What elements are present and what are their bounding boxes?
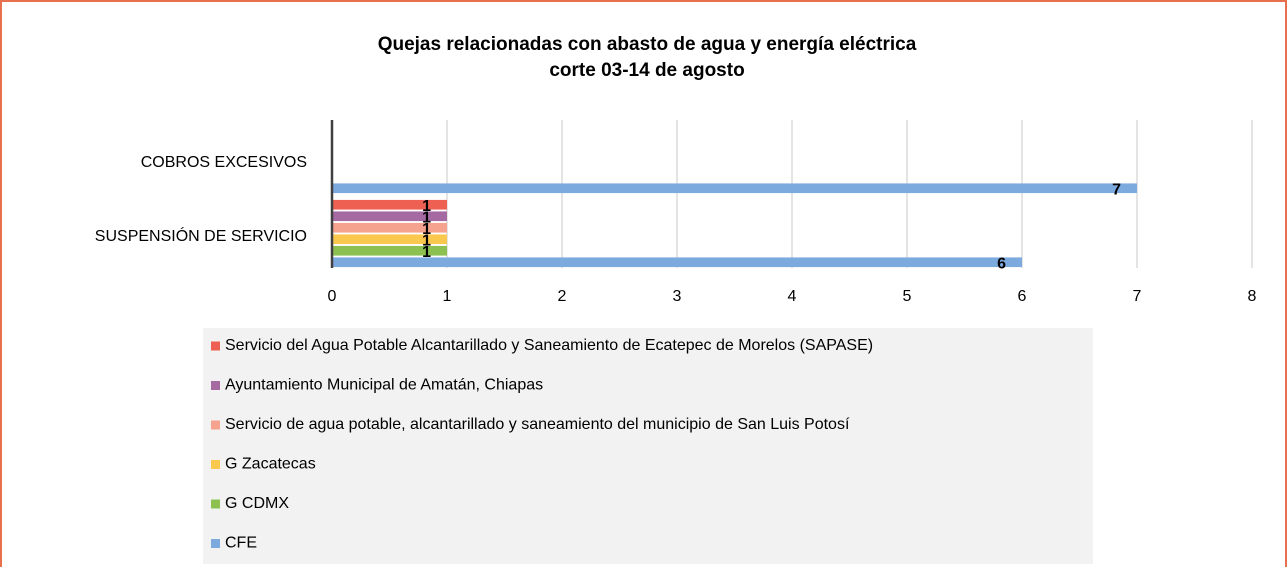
data-label: 1 (422, 221, 431, 238)
data-label: 1 (422, 244, 431, 261)
x-tick-label: 6 (1018, 288, 1027, 305)
data-label: 1 (422, 232, 431, 249)
legend-swatch (211, 539, 220, 548)
legend-swatch (211, 499, 220, 509)
x-tick-label: 3 (673, 288, 682, 305)
x-tick-label: 7 (1133, 288, 1142, 305)
bar (332, 234, 447, 245)
legend-swatch (211, 460, 220, 469)
y-tick-label: SUSPENSIÓN DE SERVICIO (95, 226, 307, 245)
x-tick-label: 4 (788, 288, 797, 305)
legend-label: G Zacatecas (225, 456, 316, 473)
legend-swatch (211, 420, 220, 430)
x-tick-label: 0 (328, 288, 337, 305)
x-tick-label: 2 (558, 288, 567, 305)
bar (332, 211, 447, 222)
legend-box (203, 328, 1093, 564)
legend-swatch (211, 381, 220, 390)
x-tick-label: 8 (1248, 288, 1257, 305)
x-tick-label: 5 (903, 288, 912, 305)
data-label: 1 (422, 198, 431, 215)
bar (332, 183, 1137, 194)
data-label: 6 (997, 255, 1006, 272)
bar (332, 199, 447, 210)
y-tick-label: COBROS EXCESIVOS (141, 154, 307, 171)
legend-label: Servicio de agua potable, alcantarillado… (225, 416, 850, 433)
data-label: 7 (1112, 181, 1121, 198)
legend-label: CFE (225, 535, 257, 552)
chart-subtitle: corte 03-14 de agosto (549, 60, 744, 81)
chart-title: Quejas relacionadas con abasto de agua y… (378, 34, 917, 55)
bar (332, 222, 447, 233)
legend-swatch (211, 341, 220, 351)
bar (332, 257, 1022, 268)
legend-label: G CDMX (225, 495, 289, 512)
legend-label: Ayuntamiento Municipal de Amatán, Chiapa… (225, 377, 543, 394)
bar (332, 245, 447, 256)
legend-label: Servicio del Agua Potable Alcantarillado… (225, 337, 873, 354)
data-label: 1 (422, 209, 431, 226)
x-tick-label: 1 (443, 288, 452, 305)
